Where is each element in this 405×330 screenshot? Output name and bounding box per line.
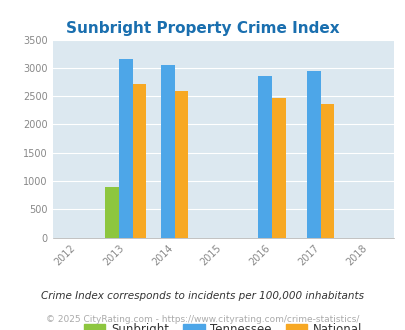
Text: © 2025 CityRating.com - https://www.cityrating.com/crime-statistics/: © 2025 CityRating.com - https://www.city…	[46, 315, 359, 324]
Bar	[258, 76, 271, 238]
Bar	[306, 71, 320, 238]
Bar	[160, 65, 174, 238]
Legend: Sunbright, Tennessee, National: Sunbright, Tennessee, National	[79, 319, 367, 330]
Bar	[174, 91, 188, 238]
Bar	[105, 187, 119, 238]
Bar	[132, 84, 146, 238]
Text: Sunbright Property Crime Index: Sunbright Property Crime Index	[66, 21, 339, 36]
Bar	[119, 59, 132, 238]
Bar	[271, 98, 285, 238]
Text: Crime Index corresponds to incidents per 100,000 inhabitants: Crime Index corresponds to incidents per…	[41, 291, 364, 301]
Bar	[320, 104, 334, 238]
